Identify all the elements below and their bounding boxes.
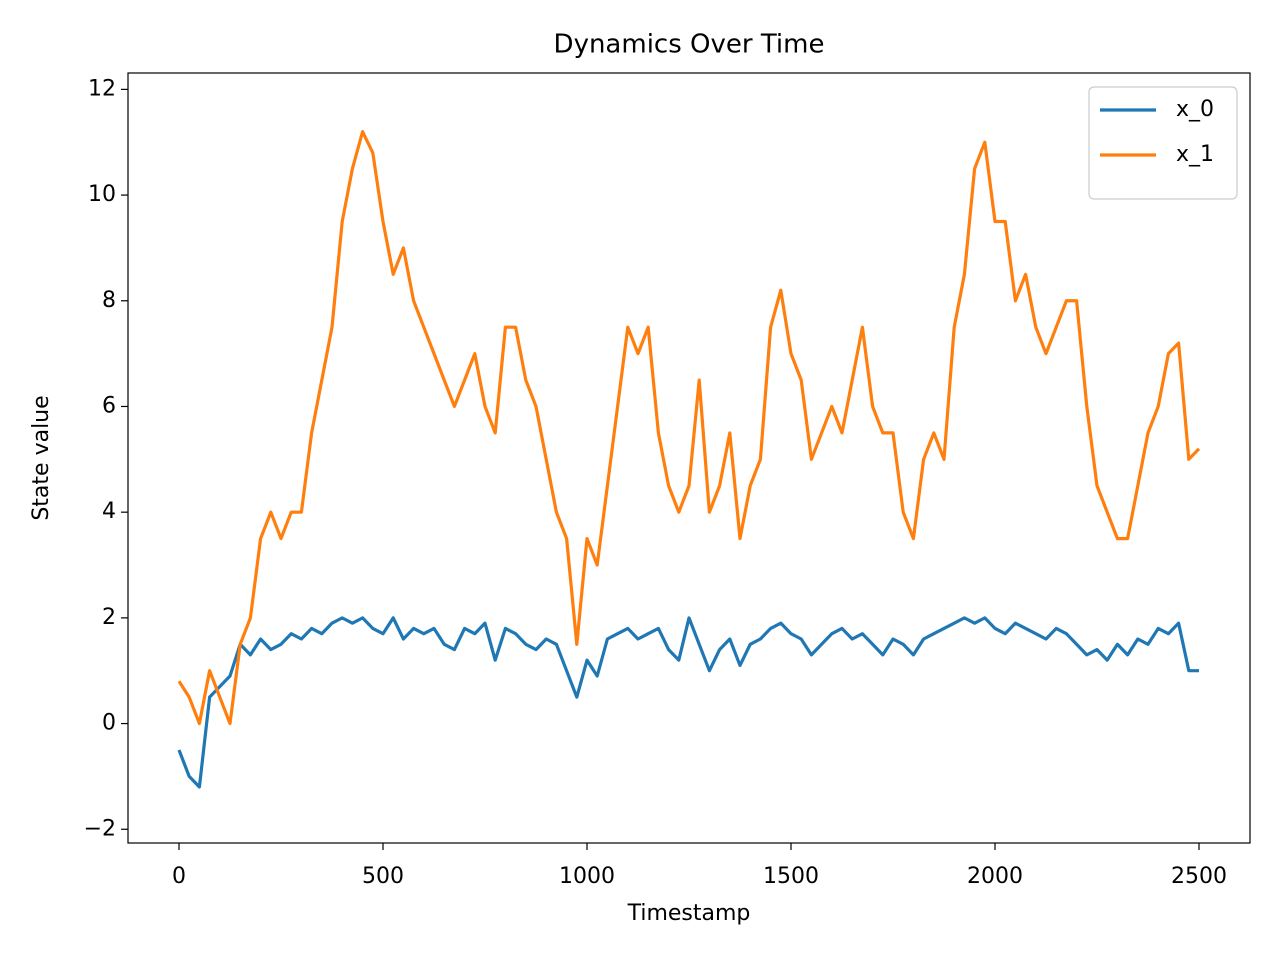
- y-tick-label: 12: [88, 76, 116, 101]
- y-tick-label: 6: [102, 393, 116, 418]
- legend-label: x_0: [1176, 97, 1214, 122]
- x-axis-label: Timestamp: [627, 901, 751, 926]
- x-tick-label: 1500: [763, 864, 819, 889]
- x-tick-label: 1000: [559, 864, 615, 889]
- x-tick-label: 2000: [967, 864, 1023, 889]
- y-tick-label: 0: [102, 711, 116, 736]
- y-tick-label: 2: [102, 605, 116, 630]
- legend-box: [1088, 86, 1238, 200]
- plot-frame: [127, 72, 1251, 844]
- y-tick-label: 8: [102, 288, 116, 313]
- legend-label: x_1: [1176, 142, 1214, 167]
- x-tick-label: 2500: [1171, 864, 1227, 889]
- y-tick-label: 4: [102, 499, 116, 524]
- series-line: [177, 130, 1201, 726]
- y-tick-label: 10: [88, 182, 116, 207]
- x-tick-label: 0: [172, 864, 186, 889]
- y-axis-label: State value: [29, 395, 54, 520]
- series-line: [177, 616, 1199, 789]
- y-tick-label: −2: [84, 816, 116, 841]
- x-tick-label: 500: [362, 864, 404, 889]
- chart-title: Dynamics Over Time: [554, 30, 825, 60]
